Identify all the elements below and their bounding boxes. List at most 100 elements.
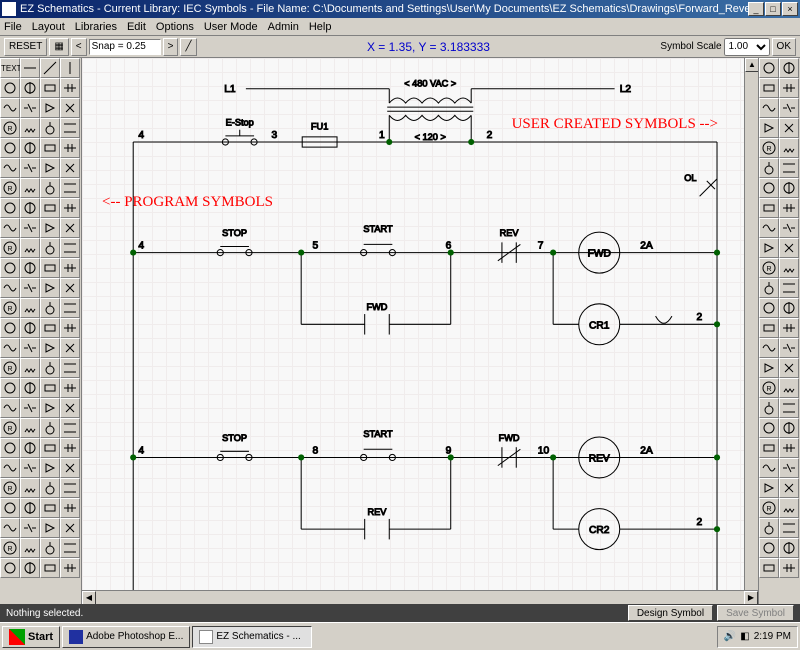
text-tool-button[interactable]: TEXT — [0, 58, 20, 78]
scroll-right-button[interactable]: ▶ — [744, 591, 758, 604]
symbol-button[interactable] — [20, 418, 40, 438]
vertical-scrollbar[interactable]: ▲ — [744, 58, 758, 590]
save-symbol-button[interactable]: Save Symbol — [717, 605, 794, 621]
symbol-button[interactable] — [759, 338, 779, 358]
symbol-button[interactable] — [40, 358, 60, 378]
symbol-button[interactable] — [759, 58, 779, 78]
symbol-button[interactable] — [20, 238, 40, 258]
menu-libraries[interactable]: Libraries — [75, 21, 117, 33]
symbol-button[interactable] — [0, 318, 20, 338]
symbol-button[interactable] — [0, 498, 20, 518]
symbol-button[interactable] — [60, 318, 80, 338]
symbol-button[interactable] — [60, 398, 80, 418]
symbol-button[interactable] — [20, 198, 40, 218]
symbol-button[interactable] — [759, 438, 779, 458]
symbol-button[interactable] — [759, 158, 779, 178]
symbol-button[interactable] — [779, 238, 799, 258]
symbol-button[interactable] — [779, 378, 799, 398]
line-h-icon[interactable] — [20, 58, 40, 78]
menu-usermode[interactable]: User Mode — [204, 21, 258, 33]
symbol-button[interactable] — [60, 258, 80, 278]
symbol-button[interactable] — [0, 78, 20, 98]
symbol-button[interactable] — [779, 458, 799, 478]
symbol-button[interactable] — [779, 218, 799, 238]
symbol-button[interactable]: R — [0, 538, 20, 558]
symbol-button[interactable] — [40, 498, 60, 518]
symbol-button[interactable] — [60, 458, 80, 478]
symbol-button[interactable] — [60, 278, 80, 298]
symbol-button[interactable] — [40, 158, 60, 178]
symbol-button[interactable] — [759, 398, 779, 418]
symbol-button[interactable] — [779, 498, 799, 518]
symbol-button[interactable] — [40, 438, 60, 458]
symbol-button[interactable] — [20, 258, 40, 278]
symbol-button[interactable] — [40, 278, 60, 298]
symbol-button[interactable] — [60, 198, 80, 218]
symbol-button[interactable] — [20, 558, 40, 578]
symbol-button[interactable] — [20, 458, 40, 478]
drawing-canvas[interactable]: <-- PROGRAM SYMBOLS USER CREATED SYMBOLS… — [82, 58, 758, 604]
symbol-button[interactable] — [40, 298, 60, 318]
symbol-button[interactable] — [60, 218, 80, 238]
symbol-button[interactable] — [779, 98, 799, 118]
symbol-button[interactable]: R — [759, 258, 779, 278]
line-tool-button[interactable]: ╱ — [180, 38, 196, 56]
scroll-up-button[interactable]: ▲ — [745, 58, 758, 72]
symbol-button[interactable] — [60, 98, 80, 118]
nav-prev-button[interactable]: < — [71, 38, 87, 56]
symbol-button[interactable] — [20, 438, 40, 458]
symbol-button[interactable] — [779, 338, 799, 358]
symbol-button[interactable] — [779, 558, 799, 578]
symbol-button[interactable] — [40, 98, 60, 118]
symbol-button[interactable] — [0, 438, 20, 458]
symbol-button[interactable] — [60, 558, 80, 578]
symbol-button[interactable] — [40, 458, 60, 478]
symbol-button[interactable] — [20, 218, 40, 238]
symbol-button[interactable] — [40, 178, 60, 198]
symbol-button[interactable] — [0, 98, 20, 118]
grid-toggle-button[interactable]: ▦ — [49, 38, 68, 56]
symbol-button[interactable] — [759, 418, 779, 438]
symbol-button[interactable] — [759, 478, 779, 498]
symbol-button[interactable] — [779, 58, 799, 78]
symbol-button[interactable] — [20, 538, 40, 558]
symbol-button[interactable] — [60, 138, 80, 158]
symbol-button[interactable] — [0, 218, 20, 238]
symbol-button[interactable] — [779, 178, 799, 198]
symbol-button[interactable] — [20, 498, 40, 518]
symbol-button[interactable] — [60, 118, 80, 138]
symbol-button[interactable]: R — [0, 298, 20, 318]
symbol-button[interactable] — [20, 378, 40, 398]
symbol-button[interactable] — [40, 258, 60, 278]
symbol-button[interactable] — [40, 138, 60, 158]
symbol-button[interactable] — [0, 198, 20, 218]
symbol-button[interactable] — [20, 278, 40, 298]
menu-file[interactable]: File — [4, 21, 22, 33]
symbol-button[interactable] — [0, 398, 20, 418]
symbol-scale-select[interactable]: 1.00 — [724, 38, 770, 56]
snap-input[interactable] — [89, 39, 161, 55]
start-button[interactable]: Start — [2, 626, 60, 648]
symbol-button[interactable] — [759, 238, 779, 258]
symbol-button[interactable] — [60, 378, 80, 398]
symbol-button[interactable] — [759, 538, 779, 558]
symbol-button[interactable] — [20, 398, 40, 418]
symbol-button[interactable] — [40, 338, 60, 358]
symbol-button[interactable] — [60, 338, 80, 358]
symbol-button[interactable] — [0, 338, 20, 358]
symbol-button[interactable] — [759, 198, 779, 218]
symbol-button[interactable] — [40, 78, 60, 98]
symbol-button[interactable] — [779, 298, 799, 318]
symbol-button[interactable] — [40, 198, 60, 218]
symbol-button[interactable] — [0, 518, 20, 538]
symbol-button[interactable] — [759, 318, 779, 338]
symbol-button[interactable] — [779, 198, 799, 218]
symbol-button[interactable] — [759, 178, 779, 198]
symbol-button[interactable] — [40, 378, 60, 398]
system-tray[interactable]: 🔊 ◧ 2:19 PM — [717, 626, 798, 648]
nav-next-button[interactable]: > — [163, 38, 179, 56]
symbol-button[interactable] — [60, 178, 80, 198]
symbol-button[interactable] — [759, 358, 779, 378]
symbol-button[interactable] — [60, 358, 80, 378]
symbol-button[interactable] — [40, 238, 60, 258]
